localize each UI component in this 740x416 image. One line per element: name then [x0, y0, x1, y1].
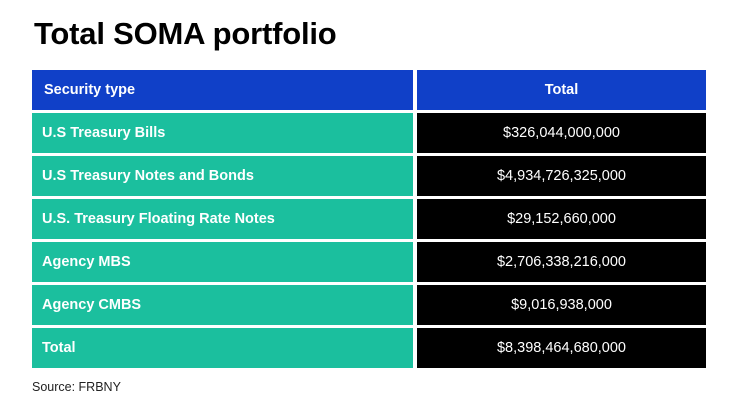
source-note: Source: FRBNY — [32, 380, 121, 394]
total-cell: $29,152,660,000 — [417, 199, 706, 239]
table-header-row: Security type Total — [32, 70, 706, 110]
table-row: U.S Treasury Notes and Bonds $4,934,726,… — [32, 156, 706, 196]
security-type-cell: Total — [32, 328, 413, 368]
table-row: Agency CMBS $9,016,938,000 — [32, 285, 706, 325]
table-row-total: Total $8,398,464,680,000 — [32, 328, 706, 368]
table-row: Agency MBS $2,706,338,216,000 — [32, 242, 706, 282]
total-cell: $4,934,726,325,000 — [417, 156, 706, 196]
header-security-type: Security type — [32, 70, 413, 110]
total-cell: $326,044,000,000 — [417, 113, 706, 153]
security-type-cell: Agency MBS — [32, 242, 413, 282]
total-cell: $2,706,338,216,000 — [417, 242, 706, 282]
table-row: U.S. Treasury Floating Rate Notes $29,15… — [32, 199, 706, 239]
header-total: Total — [417, 70, 706, 110]
total-cell: $9,016,938,000 — [417, 285, 706, 325]
security-type-cell: Agency CMBS — [32, 285, 413, 325]
page-title: Total SOMA portfolio — [34, 16, 337, 51]
total-cell: $8,398,464,680,000 — [417, 328, 706, 368]
security-type-cell: U.S Treasury Bills — [32, 113, 413, 153]
security-type-cell: U.S. Treasury Floating Rate Notes — [32, 199, 413, 239]
table-row: U.S Treasury Bills $326,044,000,000 — [32, 113, 706, 153]
security-type-cell: U.S Treasury Notes and Bonds — [32, 156, 413, 196]
portfolio-table: Security type Total U.S Treasury Bills $… — [32, 70, 706, 371]
